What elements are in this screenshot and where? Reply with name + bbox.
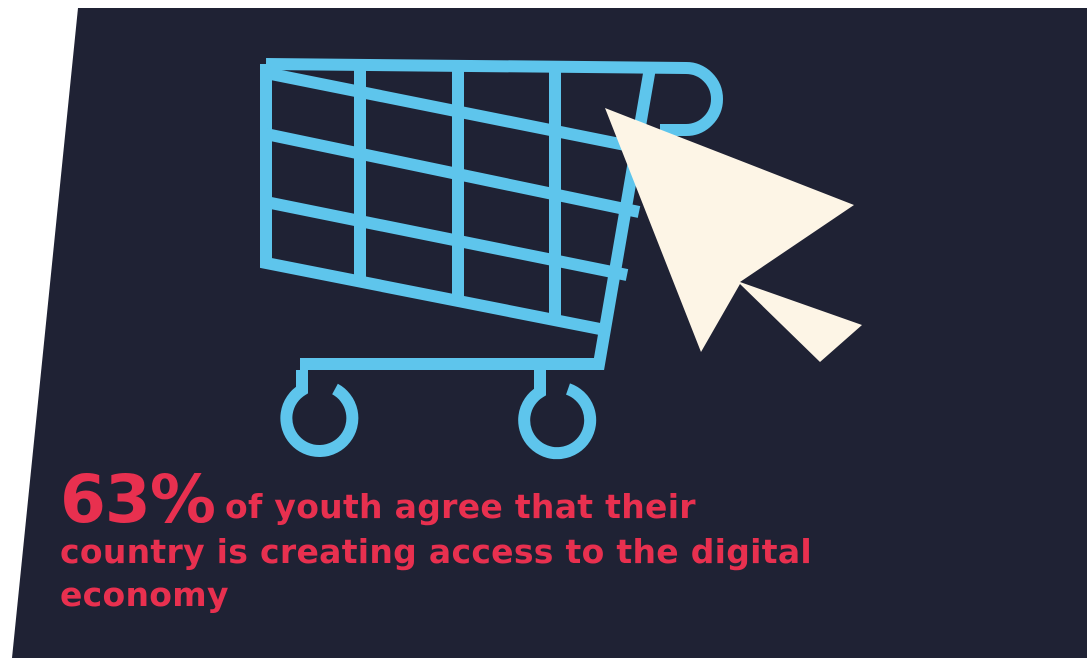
shopping-cart-icon [260, 58, 723, 460]
statistic-description: of youth agree that their country is cre… [60, 487, 813, 614]
statistic-caption: 63% of youth agree that their country is … [60, 467, 820, 616]
mouse-cursor-icon [605, 108, 862, 362]
statistic-percentage: 63% [60, 461, 216, 538]
